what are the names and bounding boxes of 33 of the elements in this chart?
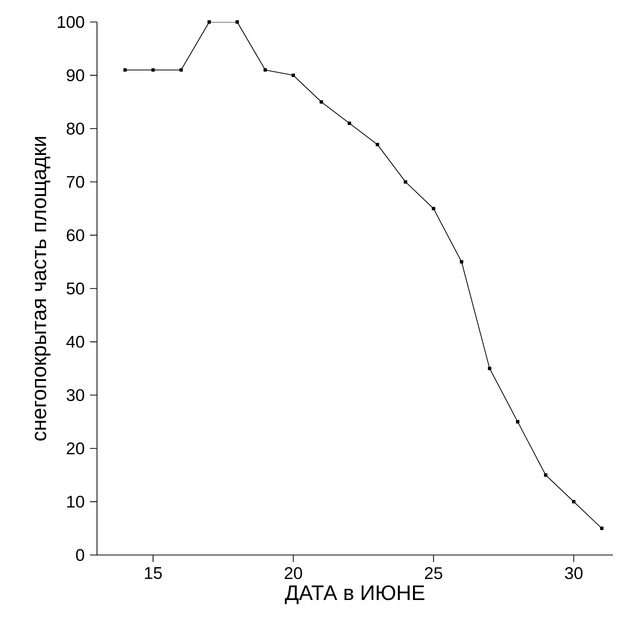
x-axis-title: ДАТА в ИЮНЕ bbox=[284, 585, 424, 604]
point bbox=[264, 68, 267, 72]
point bbox=[207, 20, 211, 24]
x-tick-label: 25 bbox=[424, 567, 442, 580]
point bbox=[376, 142, 380, 146]
x-tick-label: 20 bbox=[284, 567, 302, 580]
y-tick-label: 10 bbox=[67, 496, 84, 508]
point bbox=[348, 122, 352, 125]
point bbox=[236, 20, 239, 24]
point bbox=[600, 526, 604, 530]
y-axis-title: снегопокрытая часть площадки bbox=[34, 136, 50, 441]
point bbox=[151, 68, 155, 72]
y-tick-label: 60 bbox=[66, 229, 84, 242]
point bbox=[516, 420, 520, 424]
point bbox=[404, 180, 408, 184]
y-tick-label: 80 bbox=[66, 122, 84, 135]
x-tick-label: 15 bbox=[144, 567, 162, 580]
y-tick-label: 0 bbox=[76, 549, 84, 561]
y-tick-label: 90 bbox=[66, 69, 84, 82]
x-tick-label: 30 bbox=[564, 567, 583, 580]
y-tick-label: 30 bbox=[66, 389, 84, 402]
point bbox=[460, 260, 464, 264]
y-tick-label: 100 bbox=[58, 16, 84, 28]
y-tick-label: 50 bbox=[66, 282, 84, 294]
point bbox=[544, 473, 548, 477]
point bbox=[292, 74, 295, 77]
point bbox=[179, 68, 183, 72]
y-tick-label: 20 bbox=[66, 442, 84, 454]
point bbox=[572, 500, 576, 504]
y-tick-label: 70 bbox=[66, 176, 84, 188]
point bbox=[488, 366, 492, 370]
y-tick-label: 40 bbox=[66, 336, 84, 348]
point bbox=[320, 100, 324, 104]
